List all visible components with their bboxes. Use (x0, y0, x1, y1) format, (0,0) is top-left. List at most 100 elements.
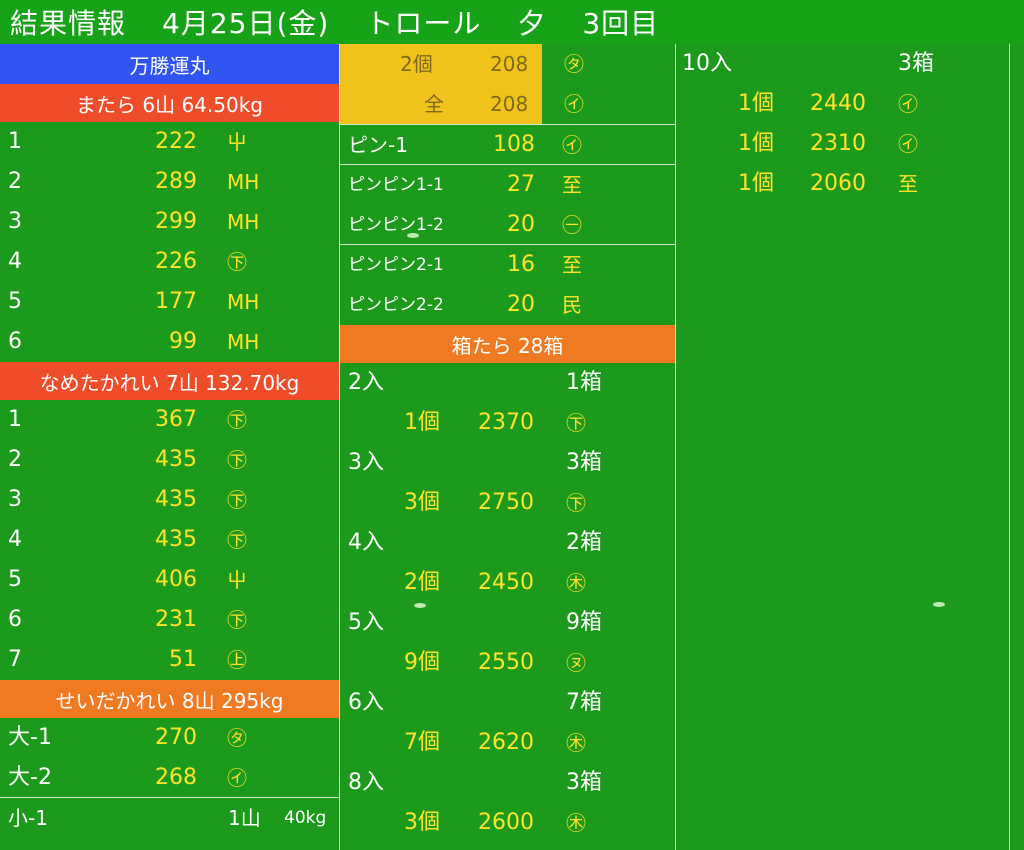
list-item: 6 99 MH (0, 322, 339, 362)
section-header-hakotara: 箱たら 28箱 (340, 325, 675, 363)
list-item: 大-2 268 ㋑ (0, 758, 339, 798)
buyer-mark: ㊦ (227, 408, 247, 432)
irisu-label: 4入 (348, 530, 384, 555)
buyer-mark: ㊦ (227, 528, 247, 552)
unit-price: 2370 (478, 410, 534, 435)
item-value: 270 (155, 725, 197, 750)
pin-row: ピン-1 108 ㋑ (340, 125, 675, 165)
item-value: 222 (155, 129, 197, 154)
top-row-mark: ㋟ (564, 52, 584, 76)
pinpin-row: ピンピン2-2 20 ⺠ (340, 285, 675, 325)
buyer-mark: MH (227, 170, 260, 194)
buyer-mark: ㋟ (227, 726, 247, 750)
box-header-row: 10入 3箱 (676, 44, 1009, 84)
box-list: 2入 1箱 1個 2370 ㊦ 3入 3箱 3個 2750 ㊦ 4入 2箱 2個 2450 ㊍ 5入 9箱 9個 2… (340, 363, 675, 843)
box-detail-row: 7個 2620 ㊍ (340, 723, 675, 763)
box-detail-row: 3個 2750 ㊦ (340, 483, 675, 523)
column-middle: 2個 208 ㋟ 全 208 ㋑ ピン-1 108 ㋑ ピンピン1-1 27 ⾄… (340, 44, 676, 850)
box-detail-list: 1個 2440 ㋑ 1個 2310 ㋑ 1個 2060 ⾄ (676, 84, 1009, 204)
vessel-name-band: 万勝運丸 (0, 44, 339, 84)
item-value: 435 (155, 527, 197, 552)
list-item: 大-1 270 ㋟ (0, 718, 339, 758)
auction-date: 4月25日(金) (162, 7, 330, 40)
pinpin-value: 16 (507, 252, 535, 277)
section-title: せいだかれい 8山 295kg (55, 688, 284, 713)
list-item: 6 231 ㊦ (0, 600, 339, 640)
top-row-value: 208 (490, 52, 529, 76)
buyer-mark: ㊦ (566, 491, 586, 515)
section-rows-nametagarei: 1 367 ㊦ 2 435 ㊦ 3 435 ㊦ 4 435 ㊦ 5 406 ⼬ 6 231 ㊦ 7 51 ㊤ (0, 400, 339, 680)
box-header-row: 6入 7箱 (340, 683, 675, 723)
item-label: 1 (8, 129, 22, 154)
box-header-row: 3入 3箱 (340, 443, 675, 483)
box-header-row: 5入 9箱 (340, 603, 675, 643)
buyer-mark: ㊦ (227, 488, 247, 512)
box-header-row: 4入 2箱 (340, 523, 675, 563)
session-label: 夕 (517, 7, 547, 40)
piece-count: 1個 (738, 91, 774, 116)
box-detail-row: 2個 2450 ㊍ (340, 563, 675, 603)
buyer-mark: MH (227, 210, 260, 234)
item-label: 2 (8, 169, 22, 194)
pinpin-label: ピンピン1-1 (348, 175, 444, 195)
column-left: 万勝運丸 またら 6山 64.50kg 1 222 ⼬ 2 289 MH 3 299 MH 4 22… (0, 44, 340, 850)
unit-price: 2550 (478, 650, 534, 675)
item-label: 大-1 (8, 725, 52, 750)
box-header-row: 8入 3箱 (340, 763, 675, 803)
buyer-mark: ㊍ (566, 571, 586, 595)
pinpin-label: ピンピン1-2 (348, 215, 444, 235)
item-label: 3 (8, 487, 22, 512)
buyer-mark: ㊦ (227, 250, 247, 274)
piece-count: 2個 (404, 570, 440, 595)
small-size-summary: 小-1 1山 40kg (0, 798, 339, 838)
item-value: 435 (155, 447, 197, 472)
irisu-label: 6入 (348, 690, 384, 715)
item-value: 99 (169, 329, 197, 354)
top-row-value: 208 (490, 92, 529, 116)
pinpin-value: 27 (507, 172, 535, 197)
top-row: 全 208 ㋑ (340, 84, 676, 124)
irisu-label: 5入 (348, 610, 384, 635)
pinpin-row: ピンピン2-1 16 ⾄ (340, 245, 675, 285)
pinpin-mark: ⾄ (562, 253, 582, 277)
pinpin-mark: ⾄ (562, 173, 582, 197)
header-bar: 結果情報 4月25日(金) トロール 夕 3回目 (0, 0, 1024, 44)
summary-weight: 40kg (284, 808, 327, 828)
item-label: 3 (8, 209, 22, 234)
unit-price: 2310 (810, 131, 866, 156)
item-value: 289 (155, 169, 197, 194)
item-value: 268 (155, 765, 197, 790)
item-label: 6 (8, 329, 22, 354)
item-value: 435 (155, 487, 197, 512)
box-count: 9箱 (566, 610, 602, 635)
list-item: 4 435 ㊦ (0, 520, 339, 560)
unit-price: 2600 (478, 810, 534, 835)
column-right: 10入 3箱 1個 2440 ㋑ 1個 2310 ㋑ 1個 2060 ⾄ (676, 44, 1010, 850)
box-detail-row: 1個 2310 ㋑ (676, 124, 1009, 164)
pin-label: ピン-1 (348, 133, 408, 157)
irisu-label: 2入 (348, 370, 384, 395)
top-row-label: 2個 (400, 52, 433, 76)
item-value: 226 (155, 249, 197, 274)
pinpin-mark: ㊀ (562, 213, 582, 237)
buyer-mark: ㋑ (898, 132, 918, 156)
buyer-mark: ㊤ (227, 648, 247, 672)
list-item: 3 299 MH (0, 202, 339, 242)
screen-glare (933, 602, 945, 607)
item-label: 4 (8, 527, 22, 552)
list-item: 5 177 MH (0, 282, 339, 322)
piece-count: 1個 (738, 131, 774, 156)
pinpin-label: ピンピン2-1 (348, 255, 444, 275)
top-row: 2個 208 ㋟ (340, 44, 676, 84)
top-row-mark: ㋑ (564, 92, 584, 116)
piece-count: 1個 (738, 171, 774, 196)
buyer-mark: MH (227, 330, 260, 354)
box-count: 3箱 (898, 51, 934, 76)
screen-glare (414, 603, 426, 608)
box-detail-row: 1個 2440 ㋑ (676, 84, 1009, 124)
pin-value: 108 (493, 132, 535, 157)
pin-mark: ㋑ (562, 133, 582, 157)
buyer-mark: ㊦ (227, 608, 247, 632)
top-row-label: 全 (424, 92, 444, 116)
piece-count: 3個 (404, 810, 440, 835)
